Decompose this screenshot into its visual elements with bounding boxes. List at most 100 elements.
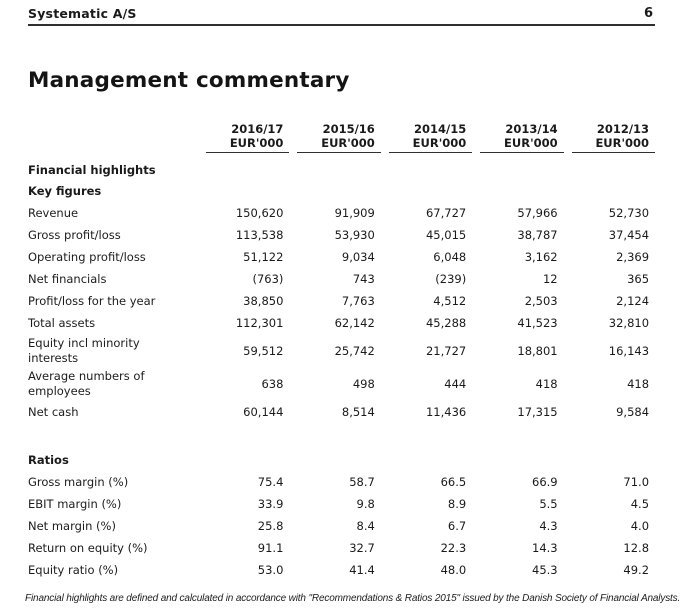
cell-value: 365 (627, 272, 650, 287)
column-header-inner: 2012/13 EUR'000 (571, 122, 656, 154)
table-row: Equity ratio (%) 53.0 41.4 48.0 45.3 49.2 (28, 559, 655, 581)
row-label: Total assets (28, 315, 96, 330)
cell-value: 17,315 (517, 404, 558, 419)
column-header-inner: 2015/16 EUR'000 (297, 122, 381, 154)
year-label: 2013/14 (505, 122, 558, 136)
table-row: EBIT margin (%) 33.9 9.8 8.9 5.5 4.5 (28, 493, 655, 515)
year-label: 2012/13 (596, 122, 650, 136)
cell-value: 418 (627, 377, 650, 392)
section-title: Ratios (28, 453, 69, 468)
cell-value: 91.1 (257, 540, 284, 555)
section-title-row: Financial highlights (28, 160, 655, 181)
cell-value: 21,727 (425, 343, 467, 358)
cell-value: 418 (535, 377, 558, 392)
cell-value: 53,930 (334, 228, 375, 243)
row-label: Gross margin (%) (28, 474, 129, 489)
unit-label: EUR'000 (504, 136, 558, 151)
cell-value: 62,142 (334, 316, 375, 331)
cell-value: 91,909 (334, 206, 375, 221)
row-label: Equity incl minority interests (28, 336, 140, 365)
table-row: Total assets 112,301 62,142 45,288 41,523 32,… (28, 312, 655, 334)
cell-value: 66.9 (532, 474, 558, 489)
unit-label: EUR'000 (229, 136, 284, 151)
column-header-inner: 2014/15 EUR'000 (388, 122, 473, 154)
cell-value: 14.3 (532, 540, 558, 555)
row-label: Net financials (28, 271, 107, 286)
cell-value: 12.8 (623, 540, 650, 555)
cell-value: 38,850 (243, 294, 284, 309)
cell-value: 16,143 (608, 343, 650, 358)
cell-value: 4,512 (433, 294, 467, 309)
table-row: Average numbers of employees 638 498 444 418… (28, 367, 655, 400)
table-row: Net financials (763) 743 (239) 12 365 (28, 268, 655, 290)
cell-value: 33.9 (257, 496, 284, 511)
page-number: 6 (643, 6, 653, 21)
cell-value: 41.4 (349, 562, 375, 577)
cell-value: 59,512 (243, 343, 284, 358)
page-title: Management commentary (28, 68, 350, 93)
row-label: Revenue (28, 205, 79, 220)
cell-value: 75.4 (257, 474, 284, 489)
cell-value: 6.7 (447, 518, 467, 533)
cell-value: 67,727 (425, 206, 467, 221)
cell-value: 6,048 (433, 250, 467, 265)
cell-value: 25.8 (257, 518, 284, 533)
cell-value: (239) (435, 272, 467, 287)
table-row: Gross margin (%) 75.4 58.7 66.5 66.9 71.0 (28, 471, 655, 493)
cell-value: 9,584 (616, 404, 650, 419)
cell-value: 60,144 (243, 404, 284, 419)
unit-label: EUR'000 (595, 136, 650, 151)
cell-value: 45,015 (425, 228, 467, 243)
table-row: Operating profit/loss 51,122 9,034 6,048 3,1… (28, 246, 655, 268)
table-row: Net cash 60,144 8,514 11,436 17,315 9,584 (28, 401, 655, 423)
header-spacer-cell (28, 149, 198, 153)
cell-value: 38,787 (517, 228, 558, 243)
section-title: Financial highlights (28, 163, 156, 178)
column-header-4: 2012/13 EUR'000 (564, 122, 656, 154)
unit-label: EUR'000 (321, 136, 375, 151)
running-header: Systematic A/S 6 (28, 6, 655, 26)
table-row: Revenue 150,620 91,909 67,727 57,966 52,730 (28, 202, 655, 224)
cell-value: 48.0 (440, 562, 467, 577)
cell-value: 37,454 (608, 228, 650, 243)
row-label: EBIT margin (%) (28, 496, 122, 511)
cell-value: 8,514 (341, 404, 375, 419)
cell-value: 9,034 (341, 250, 375, 265)
cell-value: 743 (352, 272, 375, 287)
table-row: Return on equity (%) 91.1 32.7 22.3 14.3 12.8 (28, 537, 655, 559)
table-row: Equity incl minority interests 59,512 25,7… (28, 334, 655, 367)
section-title-row: Ratios (28, 450, 655, 471)
cell-value: 32.7 (349, 540, 375, 555)
row-label: Net cash (28, 404, 79, 419)
table-row: Gross profit/loss 113,538 53,930 45,015 38,7… (28, 224, 655, 246)
column-header-0: 2016/17 EUR'000 (198, 122, 290, 154)
cell-value: 51,122 (243, 250, 284, 265)
column-header-inner: 2013/14 EUR'000 (480, 122, 564, 154)
cell-value: 8.9 (447, 496, 467, 511)
cell-value: 58.7 (349, 474, 375, 489)
cell-value: (763) (252, 272, 284, 287)
unit-label: EUR'000 (412, 136, 467, 151)
cell-value: 53.0 (257, 562, 284, 577)
cell-value: 5.5 (539, 496, 558, 511)
footnote: Financial highlights are defined and cal… (25, 593, 680, 604)
cell-value: 8.4 (356, 518, 375, 533)
column-header-2: 2014/15 EUR'000 (381, 122, 473, 154)
table-header-row: 2016/17 EUR'000 2015/16 EUR'000 2014/15 EUR'0… (28, 122, 656, 154)
row-label: Equity ratio (%) (28, 562, 119, 577)
cell-value: 12 (542, 272, 558, 287)
cell-value: 45.3 (532, 562, 558, 577)
cell-value: 71.0 (623, 474, 650, 489)
cell-value: 57,966 (517, 206, 558, 221)
cell-value: 66.5 (440, 474, 467, 489)
cell-value: 4.0 (630, 518, 650, 533)
section-title-row: Key figures (28, 181, 655, 202)
table-row: Net margin (%) 25.8 8.4 6.7 4.3 4.0 (28, 515, 655, 537)
cell-value: 4.3 (539, 518, 558, 533)
cell-value: 32,810 (608, 316, 650, 331)
cell-value: 49.2 (623, 562, 650, 577)
column-header-3: 2013/14 EUR'000 (472, 122, 564, 154)
cell-value: 45,288 (425, 316, 467, 331)
cell-value: 41,523 (517, 316, 558, 331)
